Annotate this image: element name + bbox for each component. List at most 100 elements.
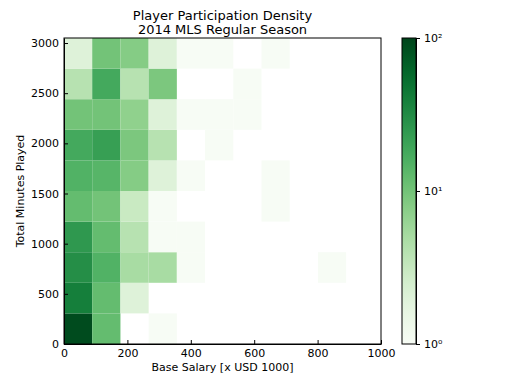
tick-label: 2000 bbox=[31, 137, 59, 150]
tick-label: 1000 bbox=[368, 347, 396, 360]
axis-line bbox=[64, 39, 65, 345]
title: Player Participation Density bbox=[133, 8, 313, 23]
tick: 800 bbox=[308, 340, 329, 360]
heatmap-cell bbox=[64, 313, 92, 344]
heatmap-cell bbox=[205, 99, 233, 130]
heatmap-cell bbox=[149, 69, 177, 100]
tick-mark bbox=[64, 294, 68, 295]
heatmap-cell bbox=[120, 191, 148, 222]
heatmap-cell bbox=[92, 283, 120, 314]
heatmap-cell bbox=[149, 160, 177, 191]
heatmap-cell bbox=[120, 283, 148, 314]
heatmap-cell bbox=[92, 222, 120, 253]
tick-mark bbox=[64, 43, 68, 44]
tick: 10⁰ bbox=[416, 338, 443, 351]
heatmap-cell bbox=[92, 130, 120, 161]
colorbar bbox=[402, 38, 416, 344]
heatmap-cell bbox=[177, 99, 205, 130]
tick-mark bbox=[64, 344, 68, 345]
heatmap-cell bbox=[205, 130, 233, 161]
heatmap-cell bbox=[177, 38, 205, 69]
tick-mark bbox=[64, 244, 68, 245]
heatmap-cell bbox=[233, 99, 261, 130]
heatmap-cell bbox=[149, 38, 177, 69]
tick-mark bbox=[318, 340, 319, 344]
tick-mark bbox=[416, 344, 420, 345]
subtitle: 2014 MLS Regular Season bbox=[138, 22, 307, 37]
heatmap-cell bbox=[92, 191, 120, 222]
axis-line bbox=[65, 344, 382, 345]
tick-label: 1000 bbox=[31, 238, 59, 251]
heatmap-cell bbox=[149, 99, 177, 130]
heatmap-cell bbox=[149, 130, 177, 161]
heatmap-cell bbox=[64, 160, 92, 191]
tick-mark bbox=[64, 143, 68, 144]
cells bbox=[64, 38, 346, 344]
tick-mark bbox=[64, 93, 68, 94]
heatmap-cell bbox=[233, 69, 261, 100]
heatmap-cell bbox=[149, 191, 177, 222]
heatmap-cell bbox=[64, 222, 92, 253]
tick-mark bbox=[254, 340, 255, 344]
heatmap-cell bbox=[120, 99, 148, 130]
tick: 10¹ bbox=[416, 185, 442, 198]
tick-label: 800 bbox=[308, 347, 329, 360]
heatmap-cell bbox=[92, 252, 120, 283]
tick: 600 bbox=[244, 340, 265, 360]
heatmap-cell bbox=[120, 222, 148, 253]
tick-mark bbox=[381, 340, 382, 344]
tick: 10² bbox=[416, 32, 442, 45]
heatmap-cell bbox=[177, 222, 205, 253]
heatmap-cell bbox=[318, 252, 346, 283]
plot-frame bbox=[64, 38, 381, 344]
heatmap-cell bbox=[177, 252, 205, 283]
heatmap-cell bbox=[261, 191, 289, 222]
tick: 2000 bbox=[31, 137, 68, 150]
heatmap-cell bbox=[92, 160, 120, 191]
heatmap-cell bbox=[64, 130, 92, 161]
heatmap-cell bbox=[120, 69, 148, 100]
tick-label: 400 bbox=[181, 347, 202, 360]
tick: 1500 bbox=[31, 188, 68, 201]
heatmap-cell bbox=[149, 222, 177, 253]
tick-label: 3000 bbox=[31, 37, 59, 50]
tick-label: 600 bbox=[244, 347, 265, 360]
heatmap-cell bbox=[149, 252, 177, 283]
tick-label: 2500 bbox=[31, 87, 59, 100]
tick: 1000 bbox=[368, 340, 396, 360]
x-axis-title: Base Salary [x USD 1000] bbox=[152, 361, 294, 374]
tick-mark bbox=[416, 38, 420, 39]
axis: 10⁰ 10¹ 10² bbox=[416, 32, 443, 351]
tick: 500 bbox=[38, 288, 68, 301]
heatmap-cell bbox=[64, 252, 92, 283]
tick: 1000 bbox=[31, 238, 68, 251]
heatmap-cell bbox=[261, 38, 289, 69]
heatmap-cell bbox=[261, 160, 289, 191]
y-axis-title: Total Minutes Played bbox=[14, 135, 27, 249]
tick-label: 10⁰ bbox=[424, 338, 443, 351]
tick-label: 10² bbox=[424, 32, 442, 45]
heatmap-cell bbox=[205, 38, 233, 69]
heatmap-cell bbox=[92, 38, 120, 69]
tick: 2500 bbox=[31, 87, 68, 100]
heatmap-cell bbox=[120, 252, 148, 283]
heatmap-cell bbox=[64, 283, 92, 314]
tick-label: 10¹ bbox=[424, 185, 442, 198]
heatmap-cell bbox=[149, 313, 177, 344]
heatmap-cell bbox=[92, 313, 120, 344]
axis: 050010001500200025003000 bbox=[31, 37, 68, 351]
heatmap-cell bbox=[64, 99, 92, 130]
tick-mark bbox=[64, 194, 68, 195]
tick-label: 200 bbox=[117, 347, 138, 360]
heatmap-cell bbox=[120, 160, 148, 191]
tick: 400 bbox=[181, 340, 202, 360]
heatmap-cell bbox=[64, 191, 92, 222]
heatmap-cell bbox=[64, 38, 92, 69]
heatmap-cell bbox=[120, 130, 148, 161]
tick-label: 1500 bbox=[31, 188, 59, 201]
tick: 200 bbox=[117, 340, 138, 360]
heatmap-cell bbox=[177, 160, 205, 191]
tick-label: 0 bbox=[61, 347, 68, 360]
tick-mark bbox=[127, 340, 128, 344]
chart: 0200400600800100005001000150020002500300… bbox=[0, 0, 512, 384]
